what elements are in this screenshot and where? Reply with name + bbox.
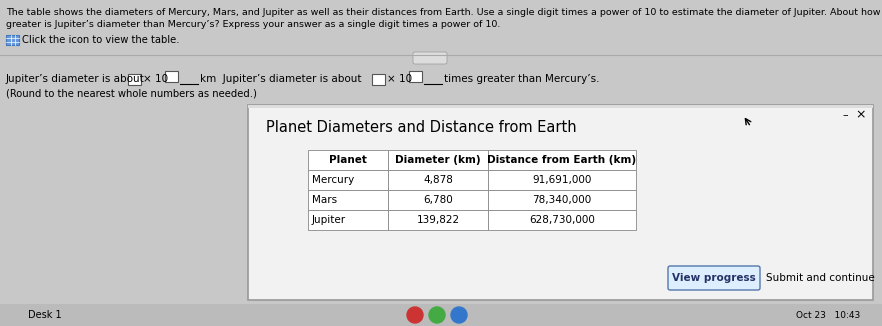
FancyBboxPatch shape [413,52,447,64]
FancyBboxPatch shape [6,35,19,45]
Text: The table shows the diameters of Mercury, Mars, and Jupiter as well as their dis: The table shows the diameters of Mercury… [6,8,882,17]
Circle shape [429,307,445,323]
Circle shape [407,307,423,323]
Text: 628,730,000: 628,730,000 [529,215,595,225]
Circle shape [432,310,442,320]
Circle shape [454,310,464,320]
Text: times greater than Mercury’s.: times greater than Mercury’s. [444,74,600,84]
FancyBboxPatch shape [0,304,882,326]
FancyBboxPatch shape [488,150,636,170]
Text: –: – [842,110,848,120]
FancyBboxPatch shape [308,170,388,190]
Circle shape [451,307,467,323]
Text: (Round to the nearest whole numbers as needed.): (Round to the nearest whole numbers as n… [6,88,257,98]
Text: 6,780: 6,780 [423,195,452,205]
Text: ×: × [856,109,866,122]
FancyBboxPatch shape [248,105,873,300]
Text: Click the icon to view the table.: Click the icon to view the table. [22,35,180,45]
FancyBboxPatch shape [668,266,760,290]
FancyBboxPatch shape [488,170,636,190]
FancyBboxPatch shape [308,190,388,210]
FancyBboxPatch shape [128,74,141,85]
Text: Oct 23   10:43: Oct 23 10:43 [796,310,860,319]
Text: Mercury: Mercury [312,175,355,185]
Text: Planet Diameters and Distance from Earth: Planet Diameters and Distance from Earth [266,120,577,135]
FancyBboxPatch shape [409,71,422,82]
FancyBboxPatch shape [248,105,873,108]
Text: 139,822: 139,822 [416,215,460,225]
Text: Jupiter’s diameter is about: Jupiter’s diameter is about [6,74,145,84]
Text: Jupiter: Jupiter [312,215,346,225]
Text: 78,340,000: 78,340,000 [533,195,592,205]
FancyBboxPatch shape [388,210,488,230]
Text: × 10: × 10 [143,74,168,84]
Text: Desk 1: Desk 1 [28,310,62,320]
FancyBboxPatch shape [372,74,385,85]
FancyBboxPatch shape [488,190,636,210]
Text: Distance from Earth (km): Distance from Earth (km) [488,155,637,165]
FancyBboxPatch shape [488,210,636,230]
Text: 91,691,000: 91,691,000 [533,175,592,185]
FancyBboxPatch shape [388,190,488,210]
Text: km  Jupiter’s diameter is about: km Jupiter’s diameter is about [200,74,362,84]
Text: Diameter (km): Diameter (km) [395,155,481,165]
FancyBboxPatch shape [388,150,488,170]
Circle shape [410,310,420,320]
FancyBboxPatch shape [308,210,388,230]
FancyBboxPatch shape [165,71,178,82]
Text: Mars: Mars [312,195,337,205]
Text: × 10: × 10 [387,74,412,84]
Text: Submit and continue: Submit and continue [766,273,875,283]
FancyBboxPatch shape [308,150,388,170]
Text: Planet: Planet [329,155,367,165]
FancyBboxPatch shape [388,170,488,190]
Text: View progress: View progress [672,273,756,283]
Text: greater is Jupiter’s diameter than Mercury’s? Express your answer as a single di: greater is Jupiter’s diameter than Mercu… [6,20,500,29]
Text: 4,878: 4,878 [423,175,453,185]
